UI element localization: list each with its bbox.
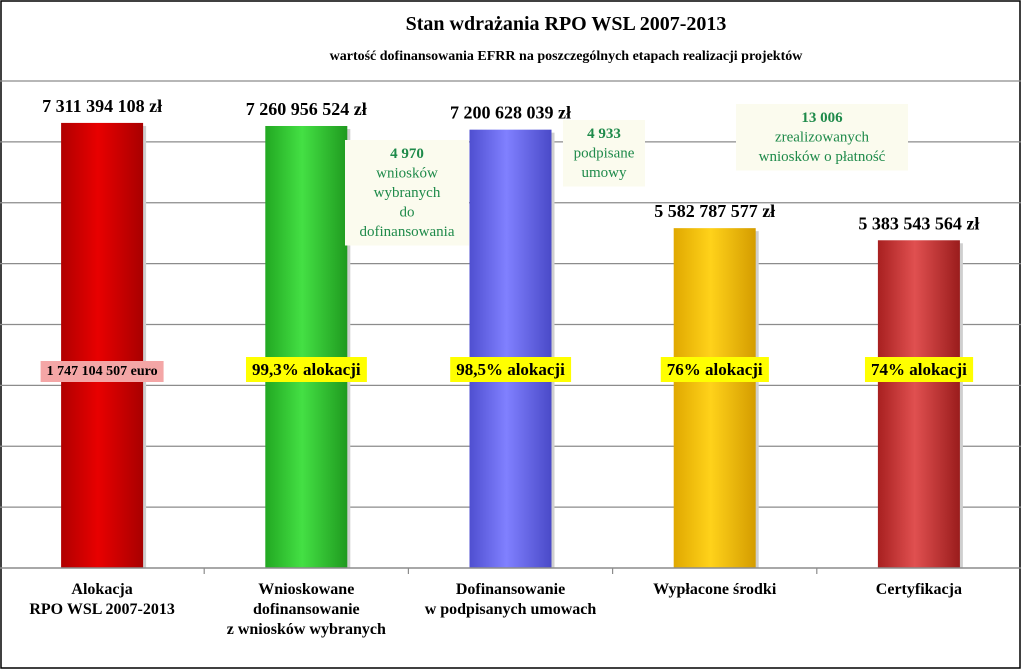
annotation-box <box>345 140 469 246</box>
annotation-text: wybranych <box>374 185 441 201</box>
annotation-count: 13 006 <box>801 110 843 126</box>
annotation-text: umowy <box>582 165 628 181</box>
annotation-box <box>736 104 908 171</box>
bar <box>877 240 960 568</box>
inner-label-box <box>864 357 974 382</box>
category-label: z wniosków wybranych <box>227 621 386 638</box>
annotation-box <box>563 120 645 187</box>
inner-label-box <box>450 357 572 382</box>
bar <box>265 125 348 569</box>
annotation-count: 4 933 <box>587 126 621 142</box>
annotation-text: dofinansowania <box>360 224 455 240</box>
bar <box>469 129 552 568</box>
inner-label: 1 747 104 507 euro <box>47 364 158 379</box>
inner-label: 98,5% alokacji <box>456 360 565 379</box>
category-label: Wypłacone środki <box>653 581 777 598</box>
inner-label: 99,3% alokacji <box>252 360 361 379</box>
value-label: 7 200 628 039 zł <box>450 103 571 123</box>
chart-subtitle: wartość dofinansowania EFRR na poszczegó… <box>330 49 804 64</box>
category-label: Alokacja <box>71 581 132 598</box>
category-label: dofinansowanie <box>253 601 360 618</box>
annotation-count: 4 970 <box>390 146 424 162</box>
category-label: Wnioskowane <box>258 581 354 598</box>
chart-title: Stan wdrażania RPO WSL 2007-2013 <box>406 13 727 35</box>
category-label: RPO WSL 2007-2013 <box>29 601 175 618</box>
annotation-text: zrealizowanych <box>775 130 870 146</box>
annotation-text: wniosków o płatność <box>759 149 886 165</box>
category-label: Certyfikacja <box>876 581 962 598</box>
category-label: Dofinansowanie <box>456 581 565 598</box>
value-label: 7 260 956 524 zł <box>246 99 367 119</box>
inner-label: 74% alokacji <box>871 360 967 379</box>
inner-label-box <box>245 357 367 382</box>
value-label: 5 582 787 577 zł <box>654 201 775 221</box>
value-label: 7 311 394 108 zł <box>42 96 162 116</box>
annotation-text: podpisane <box>574 146 635 162</box>
category-label: w podpisanych umowach <box>425 601 597 618</box>
annotation-text: do <box>400 205 415 221</box>
bar <box>61 122 144 568</box>
inner-label: 76% alokacji <box>667 360 763 379</box>
inner-label-box <box>660 357 769 382</box>
bar <box>673 228 756 568</box>
annotation-text: wniosków <box>376 166 438 182</box>
value-label: 5 383 543 564 zł <box>858 213 979 233</box>
inner-label-box <box>40 361 164 382</box>
